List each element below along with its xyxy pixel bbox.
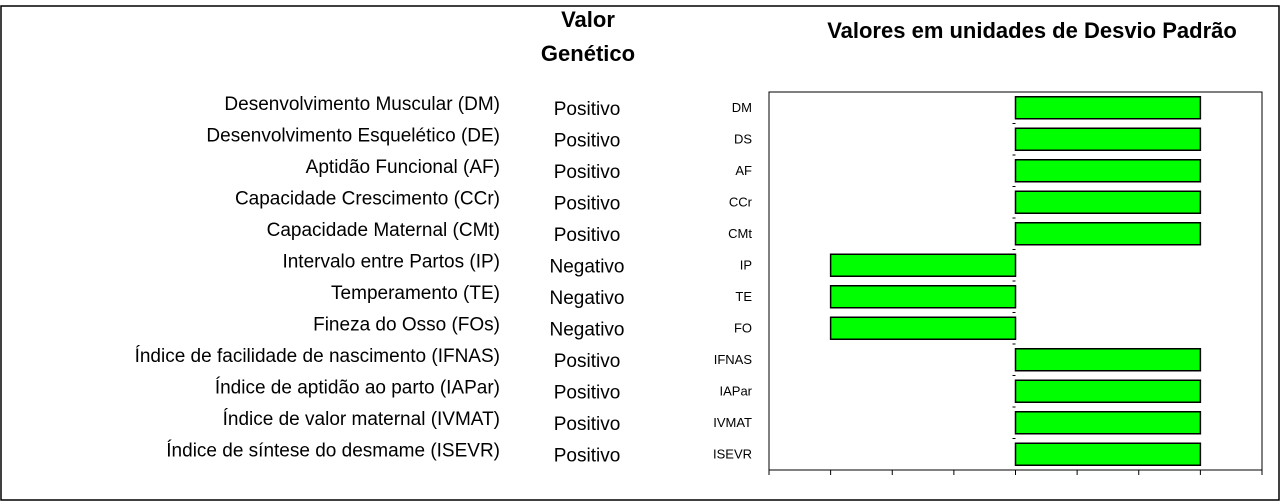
trait-label: Desenvolvimento Esquelético (DE) (206, 125, 500, 146)
direction-label: Negativo (550, 319, 625, 340)
direction-label: Positivo (554, 193, 621, 214)
y-tick-label: AF (735, 163, 752, 178)
y-tick-label: IAPar (719, 384, 752, 399)
y-tick-label: IFNAS (714, 352, 753, 367)
trait-label: Índice de síntese do desmame (ISEVR) (166, 440, 500, 461)
trait-label: Temperamento (TE) (331, 283, 500, 304)
direction-label: Positivo (554, 382, 621, 403)
trait-label: Intervalo entre Partos (IP) (282, 251, 500, 272)
y-tick-label: DM (732, 100, 752, 115)
y-tick-label: ISEVR (713, 447, 752, 462)
direction-label: Positivo (554, 351, 621, 372)
y-tick-label: DS (734, 132, 752, 147)
direction-label: Negativo (550, 288, 625, 309)
bar (829, 316, 1017, 340)
bar (1014, 127, 1202, 151)
trait-label: Índice de valor maternal (IVMAT) (223, 409, 500, 430)
bar (1014, 348, 1202, 372)
direction-label: Positivo (554, 225, 621, 246)
bar (1014, 222, 1202, 246)
frame (0, 5, 1280, 501)
trait-label: Índice de facilidade de nascimento (IFNA… (135, 346, 500, 367)
chart-title: Valores em unidades de Desvio Padrão (827, 18, 1237, 43)
bar (1014, 190, 1202, 214)
y-tick-label: IP (740, 258, 752, 273)
y-tick-label: FO (734, 321, 752, 336)
direction-label: Negativo (550, 256, 625, 277)
trait-label: Aptidão Funcional (AF) (306, 157, 500, 178)
direction-label: Positivo (554, 130, 621, 151)
y-tick-label: CMt (728, 226, 752, 241)
y-tick-label: IVMAT (713, 415, 752, 430)
bar (1014, 96, 1202, 120)
trait-label: Índice de aptidão ao parto (IAPar) (215, 377, 500, 398)
column-header: Genético (541, 41, 635, 66)
bar (829, 253, 1017, 277)
y-tick-label: TE (735, 289, 752, 304)
trait-label: Fineza do Osso (FOs) (313, 314, 500, 335)
bar (1014, 442, 1202, 466)
direction-label: Positivo (554, 445, 621, 466)
bar (1014, 379, 1202, 403)
column-header: Valor (561, 7, 615, 32)
direction-label: Positivo (554, 414, 621, 435)
trait-label: Capacidade Maternal (CMt) (267, 220, 500, 241)
bar (829, 285, 1017, 309)
bar (1014, 159, 1202, 183)
bar (1014, 411, 1202, 435)
y-tick-label: CCr (729, 195, 753, 210)
direction-label: Positivo (554, 99, 621, 120)
trait-label: Desenvolvimento Muscular (DM) (224, 94, 500, 115)
direction-label: Positivo (554, 162, 621, 183)
trait-label: Capacidade Crescimento (CCr) (235, 188, 500, 209)
